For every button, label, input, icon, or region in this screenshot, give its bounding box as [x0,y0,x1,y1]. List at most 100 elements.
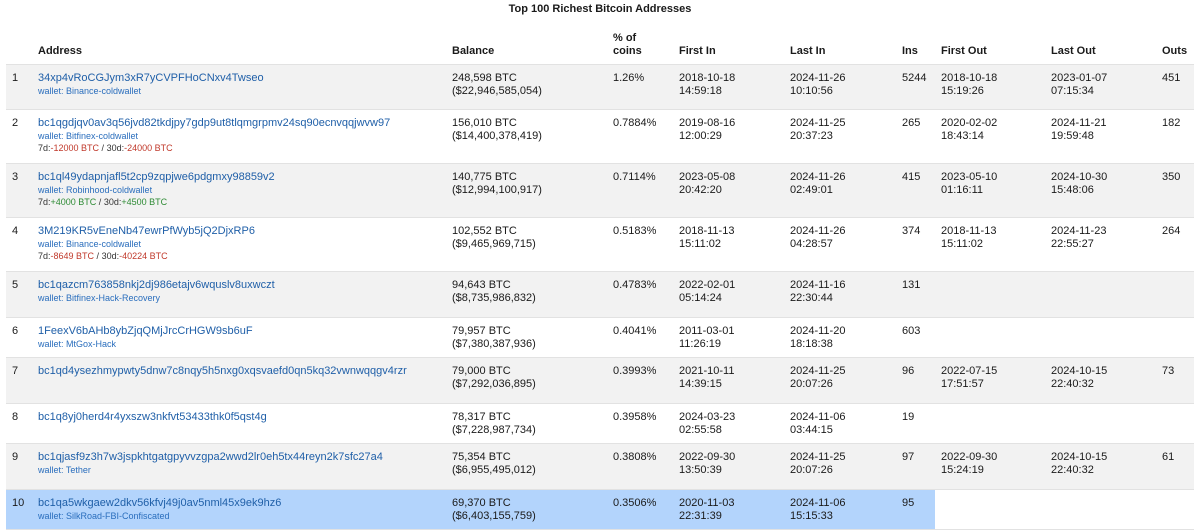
last-in-date: 2024-11-20 [790,325,846,337]
pct-coins-cell: 0.7114% [613,171,656,183]
address-link[interactable]: bc1qjasf9z3h7w3jspkhtgatgpyvvzgpa2wwd2lr… [38,451,383,463]
first-in-date: 2011-03-01 [679,325,735,337]
wallet-label[interactable]: wallet: MtGox-Hack [38,339,117,349]
pct-coins-cell: 0.5183% [613,225,657,237]
pct-coins-cell: 0.7884% [613,117,657,129]
first-in-time: 20:42:20 [679,184,722,196]
wallet-label[interactable]: wallet: Tether [38,465,91,475]
header-first-in[interactable]: First In [679,45,716,57]
address-link[interactable]: bc1q8yj0herd4r4yxszw3nkfvt53433thk0f5qst… [38,411,267,423]
outs-cell [1156,318,1194,325]
address-link[interactable]: bc1qazcm763858nkj2dj986etajv6wquslv8uxwc… [38,279,275,291]
outs-cell [1156,404,1194,411]
first-in-time: 12:00:29 [679,130,722,142]
first-out-cell [935,272,1045,279]
last-out-time: 15:48:06 [1051,184,1094,196]
last-in-time: 03:44:15 [790,424,833,436]
first-in-cell: 2024-03-23 02:55:58 [673,404,784,437]
wallet-label[interactable]: wallet: Binance-coldwallet [38,239,142,249]
balance-cell: 75,354 BTC ($6,955,495,012) [446,444,607,477]
first-out-date: 2018-11-13 [941,225,997,237]
header-address[interactable]: Address [38,45,83,57]
last-in-time: 20:37:23 [790,130,833,142]
wallet-label[interactable]: wallet: Binance-coldwallet [38,86,142,96]
last-in-date: 2024-11-16 [790,279,846,291]
last-in-cell: 2024-11-26 10:10:56 [784,65,896,98]
pct-coins-cell: 0.4783% [613,279,657,291]
address-cell: bc1q8yj0herd4r4yxszw3nkfvt53433thk0f5qst… [32,404,446,424]
pct-coins-cell: 1.26% [613,72,645,84]
address-link[interactable]: bc1qd4ysezhmypwty5dnw7c8nqy5h5nxg0xqsvae… [38,365,407,377]
rank-cell: 6 [12,325,19,337]
last-out-cell: 2024-11-23 22:55:27 [1045,218,1156,251]
balance-usd: ($7,292,036,895) [452,378,536,390]
rank-cell: 9 [12,451,19,463]
table-body: 1 34xp4vRoCGJym3xR7yCVPFHoCNxv4Twseo walle… [6,64,1194,530]
balance-cell: 78,317 BTC ($7,228,987,734) [446,404,607,437]
header-first-out[interactable]: First Out [941,45,987,57]
first-in-cell: 2018-10-18 14:59:18 [673,65,784,98]
first-in-time: 14:39:15 [679,378,722,390]
header-pct-coins[interactable]: % of coins [607,32,673,58]
table-row: 3 bc1ql49ydapnjafl5t2cp9zqpjwe6pdgmxy9885… [6,164,1194,218]
balance-usd: ($7,228,987,734) [452,424,536,436]
balance-cell: 69,370 BTC ($6,403,155,759) [446,490,607,529]
ins-cell: 265 [902,117,921,129]
first-in-date: 2022-02-01 [679,279,736,291]
last-in-time: 15:15:33 [790,510,833,522]
header-outs[interactable]: Outs [1162,45,1188,57]
header-last-in[interactable]: Last In [790,45,826,57]
wallet-label[interactable]: wallet: Robinhood-coldwallet [38,185,153,195]
last-in-time: 04:28:57 [790,238,833,250]
last-out-cell [1045,272,1156,279]
last-in-date: 2024-11-25 [790,451,846,463]
last-out-time: 22:40:32 [1051,464,1094,476]
pct-coins-cell: 0.4041% [613,325,657,337]
ins-cell: 97 [902,451,915,463]
address-link[interactable]: bc1ql49ydapnjafl5t2cp9zqpjwe6pdgmxy98859… [38,171,275,183]
last-out-cell [1045,318,1156,325]
address-link[interactable]: 1FeexV6bAHb8ybZjqQMjJrcCrHGW9sb6uF [38,325,253,337]
first-out-date: 2023-05-10 [941,171,998,183]
first-in-cell: 2021-10-11 14:39:15 [673,358,784,391]
first-in-date: 2022-09-30 [679,451,736,463]
address-link[interactable]: 34xp4vRoCGJym3xR7yCVPFHoCNxv4Twseo [38,72,264,84]
last-out-time: 07:15:34 [1051,85,1094,97]
table-header: Address Balance % of coins First In Last… [6,20,1194,64]
rank-cell: 3 [12,171,19,183]
first-out-time: 01:16:11 [941,184,984,196]
last-in-cell: 2024-11-25 20:07:26 [784,444,896,477]
balance-btc: 140,775 BTC [452,171,517,183]
last-in-cell: 2024-11-20 18:18:38 [784,318,896,351]
wallet-label[interactable]: wallet: Bitfinex-Hack-Recovery [38,293,161,303]
first-out-cell: 2018-10-18 15:19:26 [935,65,1045,98]
header-pct-line2: coins [613,45,642,57]
balance-usd: ($8,735,986,832) [452,292,536,304]
balance-btc: 69,370 BTC [452,497,511,509]
address-cell: bc1qjasf9z3h7w3jspkhtgatgpyvvzgpa2wwd2lr… [32,444,446,476]
address-link[interactable]: bc1qgdjqv0av3q56jvd82tkdjpy7gdp9ut8tlqmg… [38,117,391,129]
table-row: 6 1FeexV6bAHb8ybZjqQMjJrcCrHGW9sb6uF walle… [6,318,1194,358]
last-in-date: 2024-11-26 [790,72,846,84]
table-row: 9 bc1qjasf9z3h7w3jspkhtgatgpyvvzgpa2wwd2l… [6,444,1194,490]
first-in-time: 13:50:39 [679,464,722,476]
last-out-date: 2024-11-23 [1051,225,1107,237]
first-in-date: 2018-10-18 [679,72,736,84]
address-link[interactable]: bc1qa5wkgaew2dkv56kfvj49j0av5nml45x9ek9h… [38,497,282,509]
ins-cell: 96 [902,365,915,377]
header-last-out[interactable]: Last Out [1051,45,1096,57]
first-in-cell: 2018-11-13 15:11:02 [673,218,784,251]
first-in-cell: 2019-08-16 12:00:29 [673,110,784,143]
balance-change: 7d:-12000 BTC / 30d:-24000 BTC [38,142,440,154]
header-ins[interactable]: Ins [902,45,918,57]
wallet-label[interactable]: wallet: SilkRoad-FBI-Confiscated [38,511,170,521]
table-row: 2 bc1qgdjqv0av3q56jvd82tkdjpy7gdp9ut8tlqm… [6,110,1194,164]
table-row: 10 bc1qa5wkgaew2dkv56kfvj49j0av5nml45x9ek… [6,490,1194,530]
last-out-cell: 2024-11-21 19:59:48 [1045,110,1156,143]
change-separator: / [99,143,107,153]
first-out-cell: 2022-09-30 15:24:19 [935,444,1045,477]
address-link[interactable]: 3M219KR5vEneNb47ewrPfWyb5jQ2DjxRP6 [38,225,255,237]
balance-change: 7d:-8649 BTC / 30d:-40224 BTC [38,250,440,262]
wallet-label[interactable]: wallet: Bitfinex-coldwallet [38,131,139,141]
header-balance[interactable]: Balance [452,45,495,57]
